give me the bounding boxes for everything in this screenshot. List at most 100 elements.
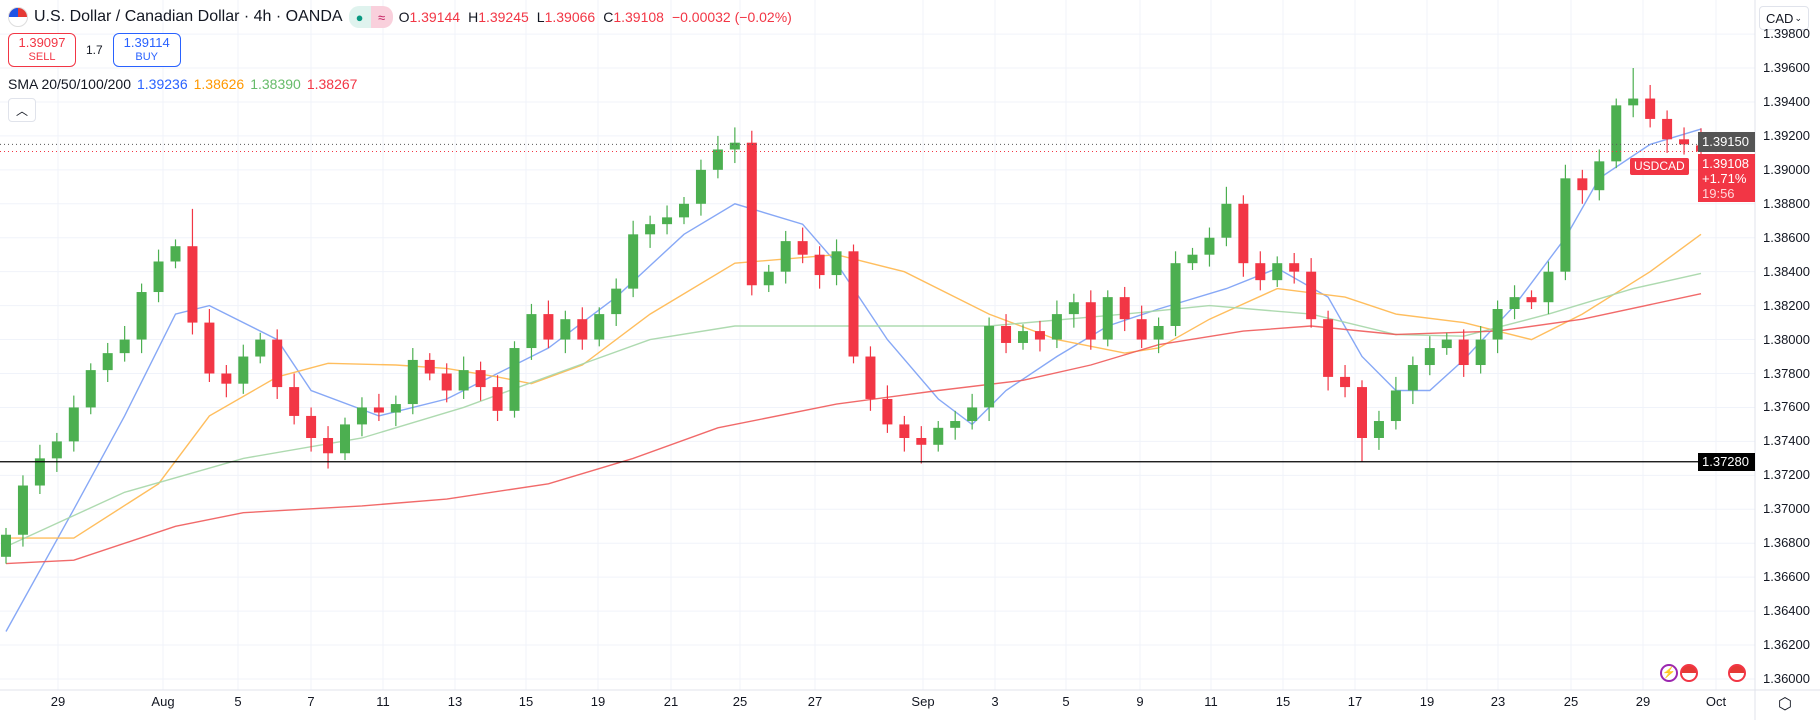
candle [187, 208, 198, 335]
candle [85, 363, 96, 415]
indicator-name: SMA 20/50/100/200 [8, 76, 131, 92]
chart-settings-icon[interactable]: ⬡ [1778, 696, 1792, 713]
price-tick-label: 1.38400 [1763, 263, 1810, 279]
candle-body [967, 407, 978, 422]
candle [1594, 149, 1605, 201]
candle-body [662, 217, 673, 225]
candle-body [831, 251, 842, 276]
event-icon[interactable]: ⚡ [1660, 664, 1678, 682]
candle-body [797, 241, 808, 255]
candle-body [509, 348, 520, 411]
candle-body [1509, 297, 1520, 310]
candle-body [85, 370, 96, 408]
price-tick-label: 1.38600 [1763, 229, 1810, 245]
time-tick-label: 29 [1635, 694, 1651, 709]
time-tick-label: 13 [447, 694, 463, 709]
candle-body [763, 271, 774, 286]
candle-body [984, 325, 995, 408]
price-tick-label: 1.36400 [1763, 603, 1810, 619]
candle [695, 159, 706, 216]
candle [1543, 261, 1554, 315]
trade-buttons: 1.39097 SELL 1.7 1.39114 BUY [8, 33, 181, 67]
candle-body [204, 322, 215, 374]
time-tick-label: Oct [1705, 694, 1727, 709]
candle-body [1441, 339, 1452, 349]
sma-lines [5, 128, 1702, 632]
us-event-flag-icon[interactable] [1728, 664, 1746, 682]
currency-select[interactable]: CAD ⌄ [1759, 6, 1809, 30]
collapse-legend-button[interactable]: ︿ [8, 98, 36, 122]
candle [1018, 324, 1028, 350]
candle-body [628, 234, 639, 289]
time-tick-label: 19 [1419, 694, 1435, 709]
candle [984, 317, 995, 422]
candle [1560, 164, 1571, 281]
candle-body [170, 246, 181, 262]
candle [509, 341, 520, 418]
candle [1153, 317, 1164, 354]
sell-button[interactable]: 1.39097 SELL [8, 33, 76, 67]
time-tick-label: 11 [1204, 694, 1218, 709]
candle [1119, 286, 1130, 332]
candle [1662, 110, 1673, 153]
approx-icon: ≈ [370, 6, 393, 28]
candle [51, 432, 62, 472]
candle [340, 417, 350, 461]
status-pill[interactable]: ● ≈ [348, 6, 393, 28]
candle [916, 426, 927, 464]
time-tick-label: 21 [663, 694, 679, 709]
time-tick-label: 25 [732, 694, 748, 709]
candle-body [119, 339, 130, 354]
candle [68, 395, 79, 452]
candle-body [1340, 376, 1351, 388]
candle-body [1628, 98, 1639, 106]
candle [1170, 251, 1181, 337]
currency-value: CAD [1766, 10, 1794, 26]
candle [594, 307, 605, 347]
candle-body [695, 169, 706, 204]
candle [1323, 310, 1334, 391]
price-tick-label: 1.39800 [1763, 26, 1810, 42]
candles [1, 68, 1706, 564]
candle-body [1238, 203, 1249, 264]
time-tick-label: 5 [1062, 694, 1070, 709]
candle-body [136, 292, 147, 340]
candle-body [1679, 139, 1690, 145]
us-flag-icon [8, 7, 28, 27]
candle-body [933, 427, 944, 445]
candle [475, 361, 486, 401]
candle [153, 249, 164, 303]
candle [102, 342, 113, 382]
candle [238, 344, 249, 394]
price-tick-label: 1.36200 [1763, 637, 1810, 653]
candle [577, 307, 588, 350]
us-event-flag-icon[interactable] [1680, 664, 1698, 682]
price-tick-label: 1.39600 [1763, 60, 1810, 75]
time-tick-label: 7 [307, 694, 315, 709]
candle-body [373, 407, 384, 413]
symbol-title[interactable]: U.S. Dollar / Canadian Dollar · 4h · OAN… [34, 8, 343, 25]
candle [933, 421, 944, 452]
sma100-value: 1.38390 [250, 76, 301, 92]
candle-body [729, 142, 740, 150]
candle-body [1068, 302, 1079, 315]
candle-body [1560, 178, 1571, 272]
candle-body [238, 356, 249, 384]
sma-legend[interactable]: SMA 20/50/100/200 1.39236 1.38626 1.3839… [8, 76, 357, 92]
buy-button[interactable]: 1.39114 BUY [112, 33, 181, 67]
candle-body [289, 387, 300, 416]
candle-body [1424, 348, 1435, 366]
price-tick-label: 1.36600 [1763, 569, 1810, 585]
candle-body [441, 373, 452, 391]
candle-body [1407, 365, 1418, 391]
candle [611, 278, 622, 326]
candle-body [594, 314, 605, 340]
spread-value: 1.7 [86, 43, 103, 57]
candle-body [1102, 297, 1113, 340]
price-tick-label: 1.36000 [1763, 671, 1810, 686]
candle [662, 205, 673, 235]
candle [848, 244, 859, 364]
candle [407, 348, 418, 415]
candle [1645, 84, 1656, 128]
